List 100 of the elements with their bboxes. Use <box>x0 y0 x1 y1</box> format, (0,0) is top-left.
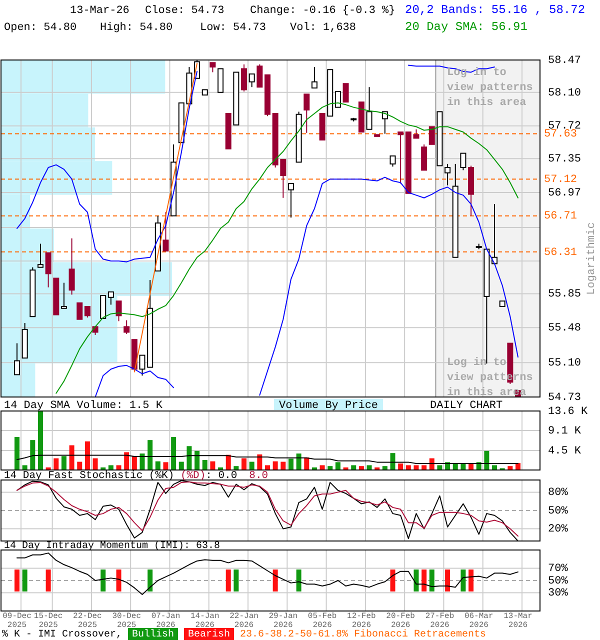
annotation: : 0.0 <box>206 470 238 482</box>
text: 13-Mar-26 <box>70 4 130 17</box>
bar <box>38 411 43 470</box>
bar <box>320 465 325 470</box>
bar <box>22 465 28 470</box>
candlestick <box>218 68 224 93</box>
bar <box>257 454 262 470</box>
y-tick-label: 56.97 <box>548 187 582 200</box>
y-tick-label: 80% <box>548 487 568 500</box>
candlestick <box>288 183 294 218</box>
candlestick <box>100 295 106 319</box>
bar <box>351 465 356 470</box>
text: % K - IMI Crossover, <box>2 630 122 640</box>
bar <box>414 465 419 470</box>
x-tick-label: 14-Jan 2026 <box>190 612 220 630</box>
bar <box>398 463 404 470</box>
annotation: 8.0 <box>249 470 268 482</box>
y-tick-label: 57.35 <box>548 154 582 166</box>
x-tick-label: 22-Jan 2026 <box>230 612 259 630</box>
candlestick <box>311 66 318 88</box>
bar <box>77 462 82 470</box>
line-series <box>16 552 518 596</box>
text: Bullish <box>132 628 174 640</box>
bar <box>422 465 427 470</box>
text: Low: 54.73 <box>200 22 266 34</box>
bar <box>54 458 59 470</box>
bar <box>492 465 498 470</box>
text: Change: -0.16 {-0.3 %} <box>250 4 396 17</box>
candlestick <box>460 152 466 171</box>
text: 14 Day SMA Volume: 1.5 K <box>4 400 163 412</box>
bar <box>202 460 208 470</box>
bar <box>335 462 340 470</box>
text: 20,2 Bands: 55.16 , 58.72 <box>405 3 586 18</box>
bar <box>116 465 122 470</box>
bar <box>437 465 442 470</box>
text: High: 54.80 <box>100 22 173 34</box>
bar <box>296 454 302 470</box>
candlestick <box>68 238 75 296</box>
candlestick <box>398 132 404 184</box>
bar <box>186 446 192 470</box>
y-tick-label: 55.48 <box>548 322 582 335</box>
bar <box>163 462 168 470</box>
bar <box>210 461 216 470</box>
candlestick <box>428 126 435 145</box>
x-tick-label: 13-Mar 2026 <box>504 612 533 630</box>
y-tick-label: 50% <box>548 505 568 518</box>
y-tick-label: 54.73 <box>548 392 582 404</box>
y-tick-label: 20% <box>548 524 568 536</box>
bar <box>242 458 247 470</box>
chart-title: 14 Day Fast Stochastic (%K) <box>4 470 174 482</box>
candlestick <box>116 300 122 322</box>
bar <box>234 466 239 470</box>
candlestick <box>256 64 263 88</box>
candlestick <box>37 243 44 268</box>
x-tick-label: 12-Feb 2026 <box>347 612 376 630</box>
text: 23.6-38.2-50-61.8% Fibonacci Retracements <box>240 628 486 640</box>
candlestick <box>444 163 451 186</box>
bar <box>30 440 36 470</box>
ref-line-label: 57.12 <box>544 174 578 186</box>
text: Bearish <box>188 628 230 640</box>
bar <box>272 461 278 470</box>
bar <box>328 466 333 470</box>
candlestick <box>342 83 349 103</box>
candlestick <box>124 320 130 335</box>
x-tick-label: 07-Jan 2026 <box>151 612 180 630</box>
x-tick-label: 22-Dec 2025 <box>73 612 102 630</box>
x-tick-label: 06-Mar 2026 <box>464 612 494 630</box>
bar <box>178 462 184 470</box>
y-tick-label: 9.1 K <box>548 425 582 438</box>
annotation: Volume By Price <box>279 400 378 412</box>
candlestick <box>108 291 114 306</box>
bar <box>92 458 98 470</box>
x-tick-label: 30-Dec 2025 <box>112 612 142 630</box>
bar <box>484 450 490 470</box>
bar <box>155 461 160 470</box>
bar <box>280 462 286 470</box>
bar <box>406 465 411 470</box>
x-tick-label: 09-Dec 2025 <box>2 612 32 630</box>
candlestick <box>390 155 396 168</box>
series-label: (%D) <box>174 470 206 482</box>
bar <box>132 456 137 470</box>
candlestick <box>14 342 20 376</box>
y-tick-label: 58.47 <box>548 54 582 67</box>
bar <box>366 465 372 470</box>
candlestick <box>366 86 372 130</box>
bar <box>140 454 145 470</box>
bar <box>148 440 153 470</box>
bar <box>108 465 114 470</box>
bar <box>382 466 388 470</box>
candlestick <box>210 62 216 73</box>
candlestick <box>76 302 83 320</box>
y-tick-label: 58.10 <box>548 87 582 100</box>
bar <box>265 465 270 470</box>
bar <box>124 452 130 470</box>
line-series <box>16 454 518 464</box>
bar <box>171 437 176 470</box>
ref-line-label: 56.71 <box>544 210 578 223</box>
bar <box>358 466 364 470</box>
candlestick <box>421 144 428 171</box>
text: Vol: 1,638 <box>290 22 356 34</box>
